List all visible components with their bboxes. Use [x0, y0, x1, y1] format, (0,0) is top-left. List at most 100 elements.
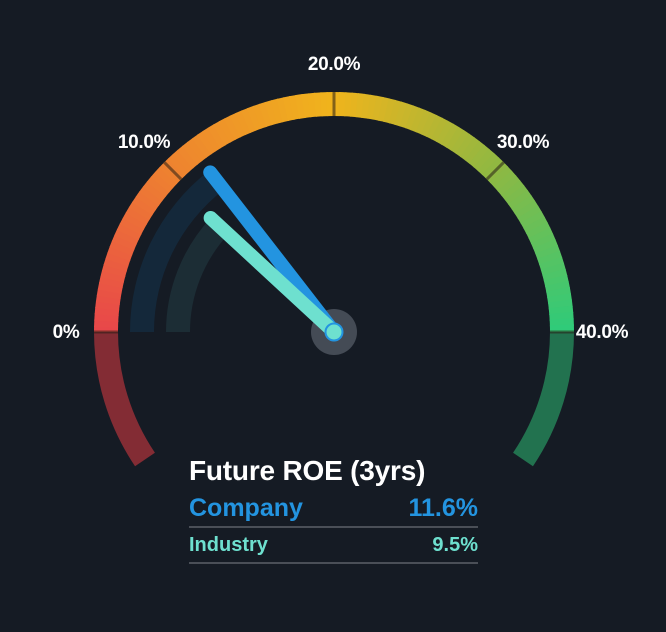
gauge-arc-segment [528, 227, 554, 245]
gauge-arc-segment [116, 223, 142, 241]
gauge-arc-segment [252, 103, 268, 129]
gauge-arc-segment [128, 201, 153, 221]
gauge-arc-segment [111, 234, 137, 251]
tick-mark [485, 161, 505, 181]
gauge-arc-segment [383, 98, 397, 124]
gauge-arc-segment [489, 165, 513, 188]
tick-label: 40.0% [575, 322, 629, 343]
gauge-arc-segment [441, 123, 460, 148]
legend: Future ROE (3yrs) Company 11.6% Industry… [189, 452, 478, 564]
gauge-arc-segment [159, 162, 182, 185]
gauge-arc-segment [146, 176, 170, 197]
gauge-arc-segment [197, 130, 217, 155]
gauge-arc-segment [464, 140, 486, 165]
gauge-arc-segment [105, 251, 131, 267]
legend-row-company: Company 11.6% [189, 490, 478, 528]
gauge-arc-segment [107, 245, 133, 261]
gauge-arc-segment [150, 171, 174, 193]
gauge-arc-segment [154, 166, 178, 189]
gauge-arc-segment [530, 233, 556, 250]
gauge-arc-segment [450, 130, 470, 154]
gauge-arc-segment [445, 126, 465, 151]
gauge-arc-segment [549, 318, 574, 327]
gauge-arc-segment [181, 141, 203, 165]
gauge-arc-segment [549, 324, 574, 332]
track-industry [166, 217, 229, 332]
gauge-arc-segment [405, 105, 421, 131]
gauge-arc-segment [497, 175, 521, 197]
gauge-arc-segment [132, 196, 156, 216]
gauge-arc-segment [539, 256, 565, 271]
gauge-arc-segment [511, 195, 536, 215]
gauge-arc-segment [533, 238, 559, 255]
gauge-needles [203, 165, 344, 342]
gauge-arc-segment [508, 189, 532, 210]
company-value: 11.6% [408, 493, 478, 522]
gauge-arc-segment [460, 137, 481, 161]
gauge-arc-segment [504, 184, 529, 206]
gauge-arc-segment [425, 114, 443, 140]
gauge-arc-segment [520, 210, 545, 229]
high-extension-arc [513, 332, 574, 467]
value-tracks [130, 170, 229, 332]
gauge-arc-segment [501, 179, 525, 201]
gauge-arc-segment [223, 115, 242, 141]
gauge-arc-segment [177, 145, 199, 169]
gauge-arc-segment [218, 118, 236, 143]
gauge-arc-segment [394, 101, 409, 127]
gauge-arc-segment [172, 149, 194, 173]
gauge-arc-segment [167, 153, 190, 177]
gauge-arc-segment [545, 280, 570, 293]
gauge-arc-segment [415, 109, 432, 135]
gauge-arc-segment [473, 148, 495, 172]
gauge-arc-segment [97, 282, 123, 294]
gauge-outer-arc [93, 91, 574, 334]
chart-title: Future ROE (3yrs) [189, 455, 426, 486]
gauge-arc-segment [202, 127, 222, 152]
gauge-arc-segment [229, 112, 247, 138]
gauge-arc-segment [207, 124, 226, 149]
gauge-arc-segment [125, 206, 150, 225]
gauge-arc-segment [313, 92, 323, 117]
gauge-arc-segment [98, 275, 124, 289]
gauge-arc-segment [258, 101, 273, 127]
legend-row-industry: Industry 9.5% [189, 528, 478, 564]
gauge-arc-segment [455, 133, 476, 158]
gauge-arc-segment [264, 100, 279, 126]
gauge-arc-segment [481, 157, 504, 180]
industry-value: 9.5% [432, 533, 478, 556]
gauge-arc-segment [372, 95, 384, 121]
gauge-arc-segment [212, 121, 231, 146]
gauge-arc-segment [114, 228, 140, 246]
gauge-arc-segment [276, 97, 290, 123]
gauge-arc-segment [537, 250, 563, 266]
gauge-arc-segment [95, 294, 121, 305]
gauge-arc-segment [469, 144, 490, 168]
gauge-arc-segment [163, 157, 186, 181]
gauge-arc-segment [420, 112, 438, 138]
gauge-arc-segment [135, 190, 160, 211]
gauge-arc-segment [477, 152, 500, 176]
gauge-arc-segment [431, 117, 449, 143]
gauge-arc-segment [493, 170, 517, 192]
gauge-arc-segment [514, 200, 539, 220]
gauge-extensions [94, 332, 574, 467]
gauge-arc-segment [100, 269, 126, 283]
tick-label: 10.0% [117, 132, 171, 153]
gauge-arc-segment [399, 103, 415, 129]
gauge-arc-segment [517, 205, 542, 224]
gauge-arc-segment [235, 110, 252, 136]
gauge-arc-segment [361, 93, 372, 119]
industry-label: Industry [189, 533, 268, 556]
gauge-arc-segment [549, 311, 574, 321]
gauge-arc-segment [388, 99, 403, 125]
gauge-arc-segment [139, 185, 163, 206]
gauge-arc-segment [535, 244, 561, 260]
gauge-arc-segment [119, 217, 145, 235]
gauge-arc-segment [122, 212, 147, 230]
tick-label: 30.0% [496, 132, 550, 153]
gauge-arc-segment [525, 221, 551, 240]
gauge-arc-segment [109, 240, 135, 256]
gauge-arc-segment [326, 92, 334, 117]
